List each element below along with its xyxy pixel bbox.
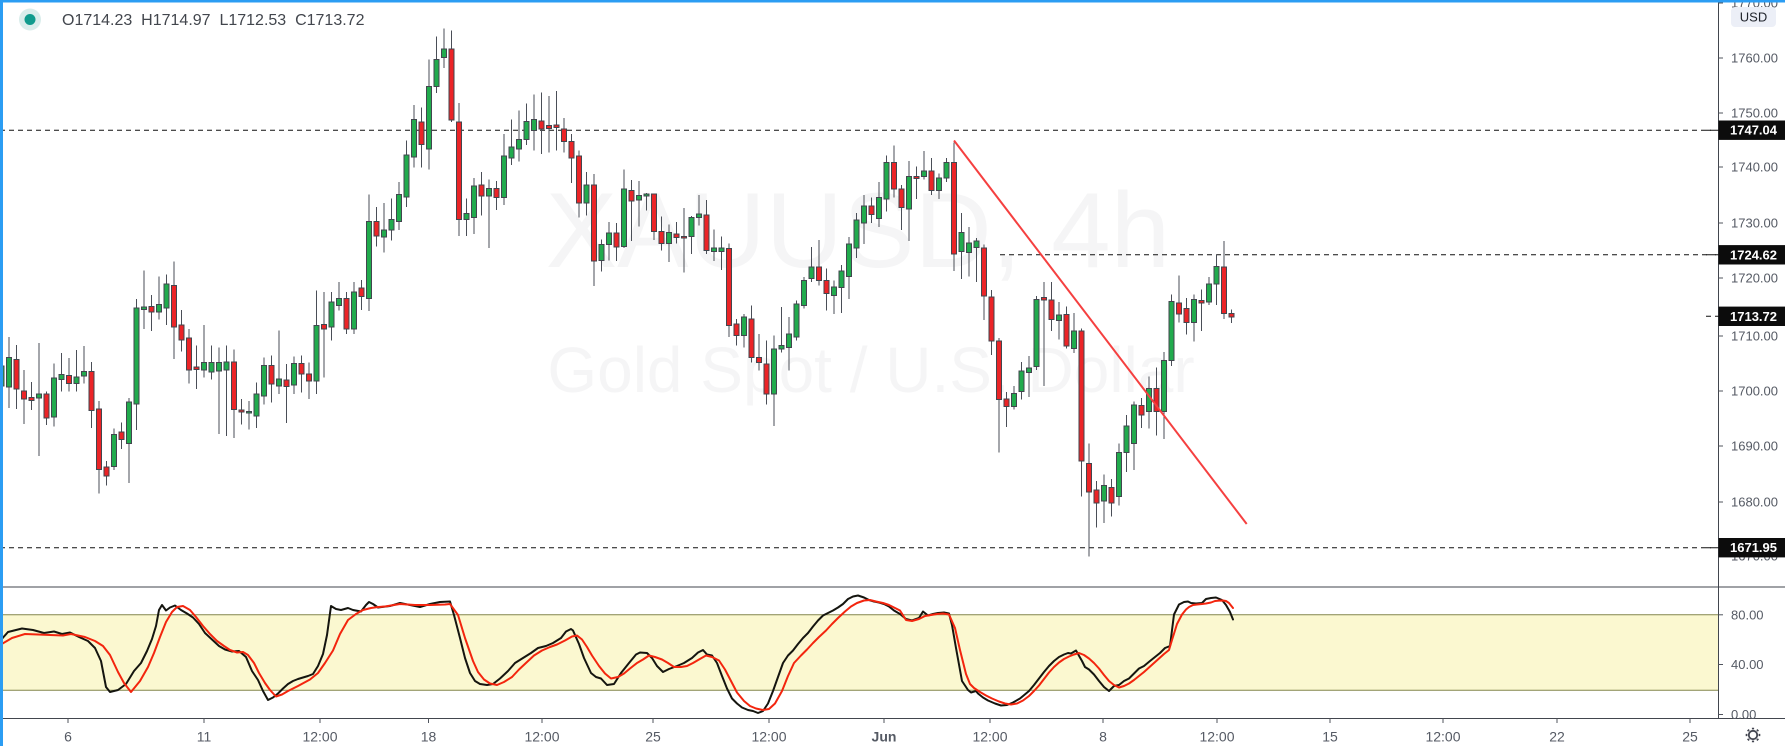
svg-text:1700.00: 1700.00 [1731,384,1778,399]
svg-text:1747.04: 1747.04 [1730,123,1778,138]
svg-text:12:00: 12:00 [1425,729,1460,745]
svg-text:12:00: 12:00 [972,729,1007,745]
svg-text:25: 25 [645,729,661,745]
svg-text:11: 11 [197,729,212,745]
svg-text:12:00: 12:00 [524,729,559,745]
svg-text:1680.00: 1680.00 [1731,495,1778,510]
svg-text:25: 25 [1682,729,1698,745]
svg-text:1724.62: 1724.62 [1730,247,1777,262]
svg-text:1710.00: 1710.00 [1731,329,1778,344]
svg-text:Gold Spot / U.S. Dollar: Gold Spot / U.S. Dollar [547,334,1194,406]
svg-text:1730.00: 1730.00 [1731,216,1778,231]
svg-text:1690.00: 1690.00 [1731,439,1778,454]
svg-text:18: 18 [421,729,437,745]
svg-text:22: 22 [1549,729,1565,745]
svg-text:1760.00: 1760.00 [1731,51,1778,66]
svg-text:1750.00: 1750.00 [1731,106,1778,121]
svg-text:1770.00: 1770.00 [1731,0,1778,11]
svg-text:8: 8 [1099,729,1107,745]
svg-text:80.00: 80.00 [1731,607,1764,622]
svg-text:6: 6 [64,729,72,745]
svg-text:15: 15 [1322,729,1338,745]
svg-text:40.00: 40.00 [1731,657,1764,672]
svg-text:1713.72: 1713.72 [1730,309,1777,324]
svg-text:O1714.23 H1714.97 L1712.53: O1714.23 H1714.97 L1712.53 C1713.72 [62,12,365,29]
svg-text:1671.95: 1671.95 [1730,540,1777,555]
svg-text:12:00: 12:00 [751,729,786,745]
svg-text:1720.00: 1720.00 [1731,271,1778,286]
svg-text:0.00: 0.00 [1731,707,1756,722]
svg-text:12:00: 12:00 [302,729,337,745]
svg-text:USD: USD [1740,10,1767,25]
svg-text:Jun: Jun [872,729,897,745]
svg-text:1740.00: 1740.00 [1731,160,1778,175]
svg-text:12:00: 12:00 [1199,729,1234,745]
